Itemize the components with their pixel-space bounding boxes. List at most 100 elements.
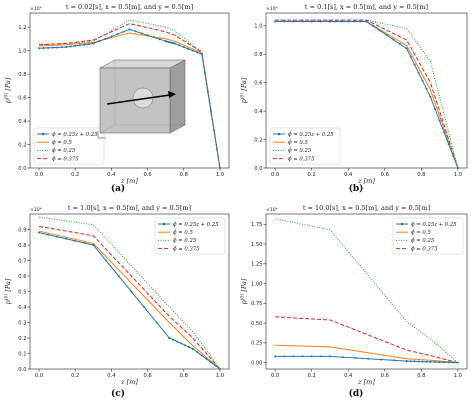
y-tick-label: 0.8 — [254, 52, 262, 58]
cube-with-sphere-and-arrow-icon — [97, 59, 186, 139]
series-line-3 — [275, 218, 459, 364]
data-point — [47, 46, 50, 49]
data-point — [187, 346, 190, 349]
data-point — [87, 43, 90, 46]
data-point — [168, 337, 171, 339]
x-tick-label: 0.0 — [271, 172, 279, 178]
legend-entry: ϕ = 0.25 — [411, 238, 435, 244]
data-point — [310, 20, 313, 23]
y-axis-label: p(0) [Pa] — [239, 278, 249, 304]
y-tick-label: 0.6 — [18, 274, 26, 280]
x-tick-label: 0.6 — [381, 373, 389, 379]
data-point — [69, 45, 72, 48]
x-tick-label: 0.0 — [35, 172, 43, 178]
series-line-2 — [38, 230, 221, 370]
data-point — [130, 290, 133, 293]
data-point — [354, 356, 357, 359]
data-point — [209, 361, 212, 364]
chart-panel-1: t = 0.02[s], x = 0.5[m], and y = 0.5[m] ×… — [3, 3, 230, 185]
data-point — [122, 30, 125, 33]
y-tick-label: 1.25 — [251, 262, 263, 268]
x-tick-label: 0.8 — [180, 172, 188, 178]
data-point — [319, 20, 322, 23]
data-point — [117, 275, 120, 277]
data-point — [283, 20, 286, 23]
data-point — [365, 20, 368, 23]
data-point — [196, 351, 199, 354]
data-point — [196, 51, 199, 54]
x-tick-label: 1.0 — [454, 172, 462, 178]
data-point — [353, 20, 356, 23]
legend: ϕ = 0.25z + 0.25 ϕ = 0.5 ϕ = 0.25 ϕ = 0.375 — [154, 217, 226, 255]
data-point — [421, 79, 424, 82]
data-point — [152, 36, 155, 39]
data-point — [65, 46, 68, 49]
data-point — [335, 20, 338, 23]
data-point — [359, 20, 362, 23]
data-point — [172, 42, 175, 45]
arrow-shaft — [106, 94, 171, 105]
x-axis-label: z [m] — [357, 177, 375, 185]
data-point — [158, 38, 161, 41]
data-point — [74, 44, 77, 47]
data-point — [372, 25, 375, 28]
data-point — [399, 43, 401, 46]
chart-title: t = 1.0[s], x = 0.5[m], and y = 0.5[m] — [68, 204, 191, 212]
y-tick-label: 0.3 — [18, 320, 26, 326]
y-tick-label: 0.2 — [254, 137, 262, 143]
data-point — [347, 20, 350, 23]
panel-label: (b) — [349, 183, 364, 194]
data-point — [392, 38, 395, 41]
legend: ϕ = 0.25z + 0.25 ϕ = 0.5 ϕ = 0.25 ϕ = 0.375 — [269, 127, 341, 165]
data-point — [434, 107, 437, 110]
data-point — [452, 155, 455, 158]
data-point — [74, 239, 77, 242]
data-point — [218, 167, 221, 169]
legend-entry: ϕ = 0.5 — [288, 140, 308, 146]
data-point — [421, 360, 424, 363]
x-tick-label: 0.4 — [344, 373, 353, 379]
legend-marker — [41, 132, 45, 136]
x-axis-label: z [m] — [120, 378, 138, 386]
data-point — [191, 49, 194, 52]
data-point — [167, 40, 170, 43]
data-point — [83, 241, 86, 244]
y-axis-label: p(0) [Pa] — [239, 77, 249, 103]
data-point — [429, 360, 432, 363]
y-tick-label: 0.0 — [18, 367, 26, 373]
series-line-4 — [38, 225, 221, 370]
legend-entry: ϕ = 0.25z + 0.25 — [173, 222, 219, 228]
data-point — [341, 20, 344, 23]
data-point — [169, 41, 172, 44]
data-point — [215, 148, 218, 151]
data-point — [51, 46, 54, 49]
data-point — [83, 43, 86, 46]
data-point — [78, 44, 81, 47]
data-point — [385, 34, 388, 37]
legend-entry: ϕ = 0.5 — [173, 230, 193, 236]
data-point — [65, 237, 68, 240]
x-tick-label: 0.4 — [344, 172, 353, 178]
y-tick-label: 0.0 — [254, 166, 262, 172]
data-point — [191, 347, 194, 350]
chart-title: t = 0.02[s], x = 0.5[m], and y = 0.5[m] — [66, 3, 193, 11]
y-tick-label: 1.75 — [251, 222, 263, 228]
data-point — [301, 355, 304, 358]
data-point — [164, 40, 167, 43]
data-point — [429, 95, 432, 98]
data-point — [203, 72, 206, 75]
data-point — [214, 364, 217, 367]
y-tick-label: 0.4 — [254, 109, 263, 115]
y-tick-label: 0.4 — [18, 119, 27, 125]
data-point — [182, 46, 185, 49]
data-point — [172, 338, 175, 341]
y-axis-label: p(0) [Pa] — [3, 77, 13, 103]
series-line-4 — [275, 316, 458, 364]
data-point — [417, 71, 420, 74]
data-point — [456, 167, 459, 169]
data-point — [283, 355, 286, 358]
x-tick-label: 1.0 — [216, 172, 224, 178]
x-tick-label: 0.4 — [107, 373, 116, 379]
chart-panel-2: t = 0.1[s], x = 0.5[m], and y = 0.5[m] ×1… — [239, 3, 468, 185]
